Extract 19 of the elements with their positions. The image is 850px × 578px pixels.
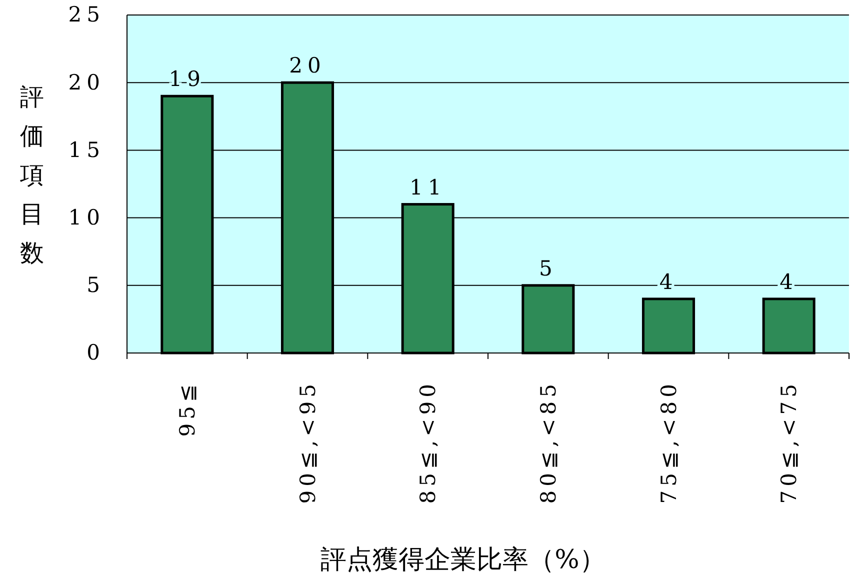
x-tick-label: 80≦,<85 — [536, 380, 561, 504]
y-tick-label: 25 — [68, 2, 105, 27]
y-axis-title: 評価項目数 — [19, 83, 44, 267]
y-tick-label: 10 — [68, 206, 105, 230]
y-tick-label: 15 — [68, 138, 105, 162]
x-tick-label: 95≦ — [176, 380, 200, 437]
x-axis-title: 評点獲得企業比率（%） — [320, 545, 606, 575]
data-label: 5 — [538, 256, 558, 280]
y-tick-label: 20 — [68, 70, 105, 94]
x-tick-label: 70≦,<75 — [777, 380, 802, 504]
x-tick-label: 75≦,<80 — [656, 380, 681, 504]
data-label: 20 — [289, 54, 326, 78]
bar — [762, 298, 816, 354]
data-label: 11 — [409, 175, 446, 200]
y-tick-label: 0 — [86, 340, 105, 365]
x-tick-label: 85≦,<90 — [416, 380, 440, 504]
x-tick-label: 90≦,<95 — [296, 380, 320, 504]
y-tick-label: 5 — [86, 273, 105, 298]
bar — [642, 298, 696, 354]
